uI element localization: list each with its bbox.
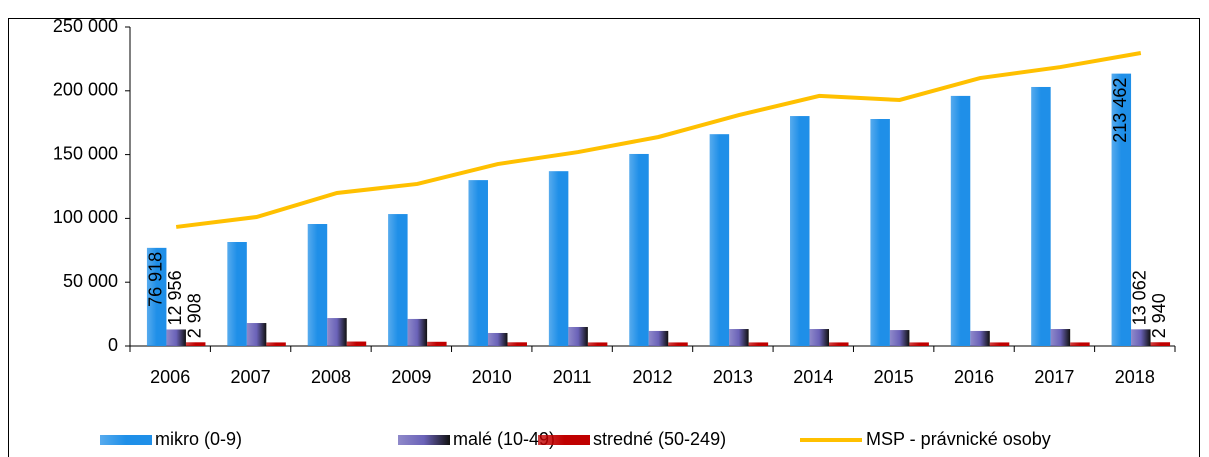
bar <box>629 153 649 346</box>
bar <box>1111 73 1132 346</box>
data-label: 2 940 <box>1149 293 1169 338</box>
bar <box>829 342 849 346</box>
data-label: 213 462 <box>1110 78 1130 143</box>
bar <box>507 342 527 346</box>
bar <box>1050 329 1071 346</box>
legend-label: MSP - právnické osoby <box>866 429 1051 449</box>
bar <box>668 342 688 346</box>
y-tick-label: 250 000 <box>53 16 118 36</box>
bar <box>970 330 990 346</box>
y-tick-label: 200 000 <box>53 80 118 100</box>
bar <box>388 214 408 346</box>
bar <box>548 171 569 346</box>
bar <box>346 341 367 346</box>
bar <box>266 342 286 346</box>
data-label: 13 062 <box>1130 270 1150 325</box>
bar <box>146 247 167 346</box>
x-tick-label: 2013 <box>713 367 753 387</box>
bar <box>185 342 206 346</box>
frame <box>8 18 1200 457</box>
bar <box>748 342 769 346</box>
y-tick-label: 100 000 <box>53 207 118 227</box>
bar <box>1031 86 1051 347</box>
bar <box>307 224 328 346</box>
x-tick-label: 2018 <box>1115 367 1155 387</box>
x-tick-label: 2008 <box>311 367 351 387</box>
bar <box>1150 342 1171 346</box>
bar <box>729 329 749 346</box>
y-tick-label: 0 <box>108 335 118 355</box>
bar <box>1131 329 1151 346</box>
bar <box>709 134 730 346</box>
legend-swatch <box>398 435 450 445</box>
bar <box>950 95 971 347</box>
bar <box>809 329 830 346</box>
bar <box>790 116 810 347</box>
x-tick-label: 2016 <box>954 367 994 387</box>
bar <box>487 332 508 346</box>
legend-label: stredné (50-249) <box>593 429 726 449</box>
bar <box>227 242 247 346</box>
bar <box>427 341 447 346</box>
x-tick-label: 2009 <box>391 367 431 387</box>
data-label: 76 918 <box>145 252 165 307</box>
bar <box>327 318 347 346</box>
x-tick-label: 2012 <box>632 367 672 387</box>
y-tick-label: 150 000 <box>53 143 118 163</box>
bar <box>889 330 910 346</box>
data-label: 2 908 <box>184 293 204 338</box>
x-tick-label: 2010 <box>472 367 512 387</box>
bar <box>587 342 608 346</box>
bar <box>989 342 1010 346</box>
legend-label: malé (10-49) <box>453 429 555 449</box>
bar <box>468 180 488 346</box>
data-label: 12 956 <box>165 270 185 325</box>
y-tick-label: 50 000 <box>63 271 118 291</box>
line <box>175 51 1142 229</box>
bar <box>166 329 186 346</box>
bar <box>870 118 890 346</box>
x-tick-label: 2014 <box>793 367 833 387</box>
bar <box>909 342 929 346</box>
bar <box>1070 342 1090 346</box>
bar <box>246 323 267 346</box>
x-tick-label: 2007 <box>231 367 271 387</box>
legend-swatch <box>538 435 590 445</box>
x-tick-label: 2015 <box>874 367 914 387</box>
bar <box>648 330 669 346</box>
x-tick-label: 2011 <box>553 367 592 387</box>
x-tick-label: 2017 <box>1034 367 1074 387</box>
bar <box>407 318 428 346</box>
legend-label: mikro (0-9) <box>155 429 242 449</box>
x-tick-label: 2006 <box>150 367 190 387</box>
bar <box>568 326 588 346</box>
legend-swatch <box>100 435 152 445</box>
